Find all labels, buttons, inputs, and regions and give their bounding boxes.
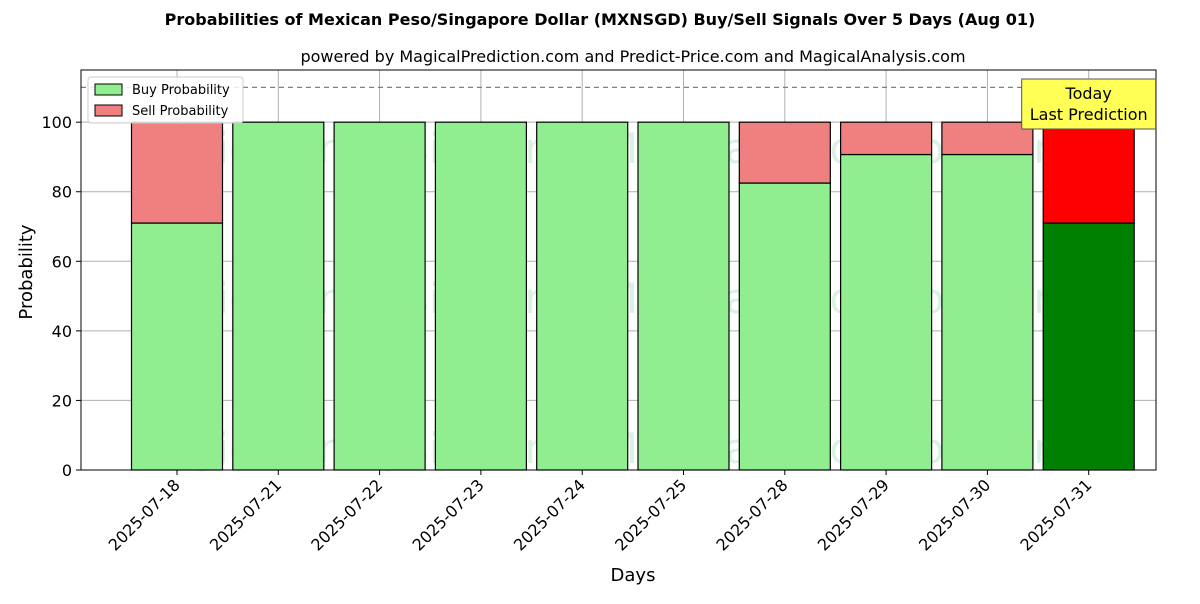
y-axis-label: Probability <box>16 224 37 319</box>
buy-bar <box>1042 222 1135 471</box>
buy-bar <box>536 121 629 471</box>
buy-bar <box>333 121 426 471</box>
legend-label: Buy Probability <box>132 83 230 98</box>
buy-bar <box>130 222 224 471</box>
bars-layer <box>81 86 1156 471</box>
y-tick-label: 60 <box>52 252 72 271</box>
x-tick-label: 2025-07-25 <box>611 475 690 554</box>
sell-bar <box>130 121 224 224</box>
sell-bar <box>941 121 1034 156</box>
plot-frame <box>80 69 1157 471</box>
annotation-box <box>1021 78 1157 130</box>
x-tick-label: 2025-07-29 <box>814 475 893 554</box>
buy-bar <box>434 121 527 471</box>
x-tick-label: 2025-07-28 <box>712 475 791 554</box>
annotation-text: Last Prediction <box>1030 105 1148 124</box>
buy-bar <box>232 121 325 471</box>
buy-bar <box>738 182 831 471</box>
annotation-text: Today <box>1065 84 1112 103</box>
legend-label: Sell Probability <box>132 104 229 119</box>
chart-title: Probabilities of Mexican Peso/Singapore … <box>165 10 1036 29</box>
x-tick-label: 2025-07-31 <box>1016 475 1095 554</box>
y-tick-label: 100 <box>41 113 72 132</box>
buy-bar <box>637 121 730 471</box>
sell-bar <box>1042 121 1135 224</box>
sell-bar <box>839 121 933 156</box>
y-tick-label: 80 <box>52 183 72 202</box>
x-axis-label: Days <box>611 565 656 586</box>
sell-bar <box>738 121 831 184</box>
x-tick-label: 2025-07-22 <box>307 475 386 554</box>
x-tick-label: 2025-07-18 <box>105 475 184 554</box>
y-tick-label: 20 <box>52 391 72 410</box>
x-tick-label: 2025-07-21 <box>206 475 285 554</box>
chart-subtitle: powered by MagicalPrediction.com and Pre… <box>300 47 965 66</box>
y-tick-label: 0 <box>62 461 72 480</box>
today-annotation: Today Last Prediction <box>1021 78 1157 130</box>
legend-swatch <box>94 83 123 96</box>
legend-box <box>87 76 244 124</box>
x-tick-label: 2025-07-23 <box>409 475 488 554</box>
x-tick-label: 2025-07-24 <box>510 475 589 554</box>
buy-bar <box>839 153 933 471</box>
legend: Buy Probability Sell Probability <box>87 76 244 124</box>
buy-bar <box>941 153 1034 471</box>
y-tick-label: 40 <box>52 322 72 341</box>
x-tick-label: 2025-07-30 <box>915 475 994 554</box>
legend-swatch <box>94 104 123 117</box>
